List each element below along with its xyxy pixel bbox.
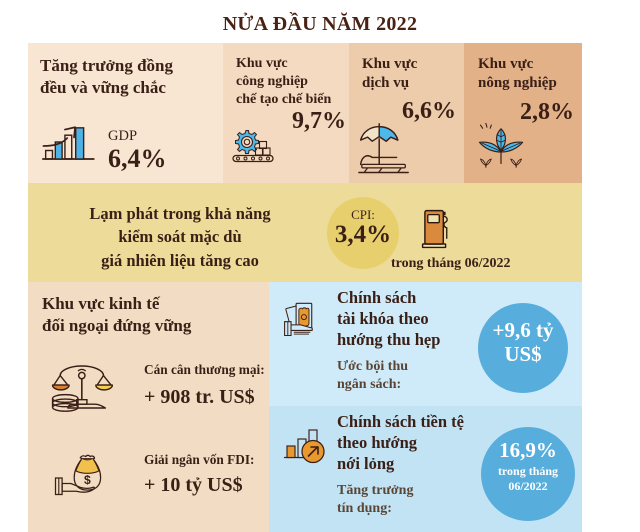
svg-text:$: $ [84, 473, 91, 487]
